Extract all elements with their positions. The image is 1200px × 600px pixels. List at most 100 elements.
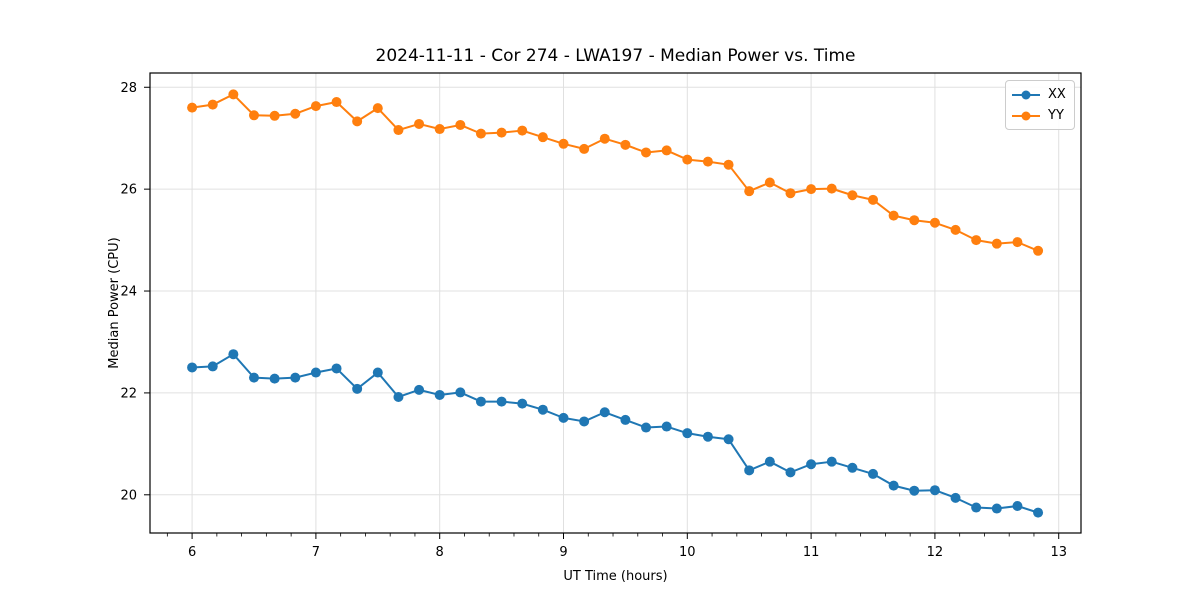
- x-tick-label: 9: [559, 545, 567, 560]
- data-point: [455, 387, 466, 398]
- data-point: [1012, 237, 1023, 248]
- data-point: [248, 110, 259, 121]
- x-tick-label: 12: [927, 545, 944, 560]
- data-point: [744, 186, 755, 197]
- legend-item-yy: YY: [1011, 106, 1068, 125]
- data-point: [248, 372, 259, 383]
- data-point: [1012, 501, 1023, 512]
- data-point: [207, 99, 218, 110]
- series-xx: [187, 349, 1044, 518]
- data-point: [187, 102, 198, 113]
- series-yy-line: [191, 93, 1040, 252]
- data-point: [929, 217, 940, 228]
- data-point: [290, 372, 301, 383]
- data-point: [228, 89, 239, 100]
- data-point: [806, 459, 817, 470]
- y-tick-label: 26: [120, 183, 137, 198]
- x-axis-label: UT Time (hours): [563, 569, 667, 584]
- data-point: [641, 422, 652, 433]
- data-point: [682, 428, 693, 439]
- axis-tick-labels: 6 7 8 9 10 11 12 13 20 22 24 26 28: [120, 81, 1067, 560]
- data-point: [682, 154, 693, 165]
- data-point: [991, 238, 1002, 249]
- legend-item-xx: XX: [1011, 85, 1068, 104]
- data-point: [1033, 507, 1044, 518]
- axis-ticks: [144, 86, 1060, 539]
- data-point: [228, 349, 239, 360]
- data-point: [434, 124, 445, 135]
- data-point: [661, 145, 672, 156]
- data-point: [950, 492, 961, 503]
- data-point: [764, 177, 775, 188]
- data-point: [310, 101, 321, 112]
- axes-spines: [149, 72, 1082, 534]
- data-point: [187, 362, 198, 373]
- data-point: [806, 184, 817, 195]
- x-tick-label: 13: [1050, 545, 1067, 560]
- data-point: [620, 414, 631, 425]
- data-point: [207, 361, 218, 372]
- data-point: [331, 363, 342, 374]
- data-point: [352, 116, 363, 127]
- x-tick-label: 11: [803, 545, 820, 560]
- data-point: [393, 391, 404, 402]
- data-point: [847, 462, 858, 473]
- data-point: [826, 456, 837, 467]
- data-point: [496, 396, 507, 407]
- data-point: [496, 127, 507, 138]
- data-point: [517, 125, 528, 136]
- data-point: [991, 503, 1002, 514]
- data-point: [475, 128, 486, 139]
- legend-label: YY: [1048, 108, 1064, 123]
- data-point: [971, 235, 982, 246]
- legend-marker: [1021, 90, 1031, 99]
- legend-label: XX: [1048, 87, 1066, 102]
- data-point: [847, 190, 858, 201]
- legend-sample-xx: [1012, 90, 1040, 99]
- data-point: [269, 373, 280, 384]
- data-point: [929, 485, 940, 496]
- x-tick-label: 7: [312, 545, 320, 560]
- data-point: [868, 194, 879, 205]
- data-point: [744, 465, 755, 476]
- data-point: [661, 421, 672, 432]
- data-point: [909, 215, 920, 226]
- plot-border: [149, 72, 1082, 534]
- data-point: [868, 468, 879, 479]
- grid-lines: [150, 73, 1081, 533]
- legend-marker: [1021, 111, 1031, 120]
- data-point: [290, 108, 301, 119]
- data-point: [331, 97, 342, 108]
- y-tick-label: 20: [120, 488, 137, 503]
- legend-sample-yy: [1012, 111, 1040, 120]
- y-tick-label: 24: [120, 285, 137, 300]
- data-point: [971, 502, 982, 513]
- data-point: [599, 133, 610, 144]
- data-point: [517, 398, 528, 409]
- chart-title: 2024-11-11 - Cor 274 - LWA197 - Median P…: [376, 46, 856, 66]
- data-point: [414, 118, 425, 129]
- data-point: [599, 407, 610, 418]
- data-point: [579, 416, 590, 427]
- data-series: [187, 89, 1044, 518]
- data-point: [455, 119, 466, 130]
- data-point: [310, 367, 321, 378]
- data-point: [723, 434, 734, 445]
- data-point: [909, 485, 920, 496]
- data-point: [826, 183, 837, 194]
- data-point: [475, 396, 486, 407]
- data-point: [393, 125, 404, 136]
- data-point: [372, 103, 383, 114]
- data-point: [950, 224, 961, 235]
- y-tick-label: 28: [120, 81, 137, 96]
- data-point: [888, 480, 899, 491]
- data-point: [558, 138, 569, 149]
- data-point: [352, 383, 363, 394]
- y-tick-label: 22: [120, 386, 137, 401]
- data-point: [641, 147, 652, 158]
- data-point: [785, 188, 796, 199]
- y-axis-label: Median Power (CPU): [107, 237, 122, 368]
- data-point: [764, 456, 775, 467]
